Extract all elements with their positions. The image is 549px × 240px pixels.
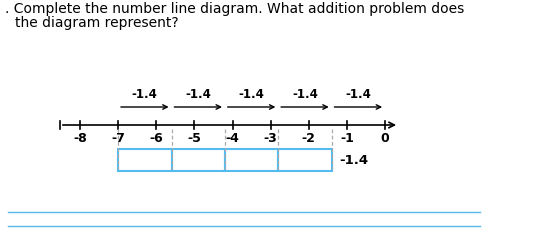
Text: -1.4: -1.4 <box>132 88 158 101</box>
Text: -3: -3 <box>264 132 277 145</box>
Text: . Complete the number line diagram. What addition problem does: . Complete the number line diagram. What… <box>5 2 464 16</box>
Bar <box>278 149 332 171</box>
Bar <box>118 149 171 171</box>
Text: -6: -6 <box>149 132 163 145</box>
Text: -1.4: -1.4 <box>292 88 318 101</box>
Text: 0: 0 <box>380 132 389 145</box>
Text: the diagram represent?: the diagram represent? <box>15 16 178 30</box>
Text: -1.4: -1.4 <box>185 88 211 101</box>
Text: -7: -7 <box>111 132 125 145</box>
Text: -8: -8 <box>73 132 87 145</box>
Text: -1: -1 <box>340 132 354 145</box>
Text: -1.4: -1.4 <box>340 154 369 167</box>
Bar <box>171 149 225 171</box>
Text: -4: -4 <box>226 132 239 145</box>
Text: -1.4: -1.4 <box>239 88 265 101</box>
Text: -2: -2 <box>302 132 316 145</box>
Text: -5: -5 <box>187 132 201 145</box>
Text: -1.4: -1.4 <box>345 88 371 101</box>
Bar <box>225 149 278 171</box>
